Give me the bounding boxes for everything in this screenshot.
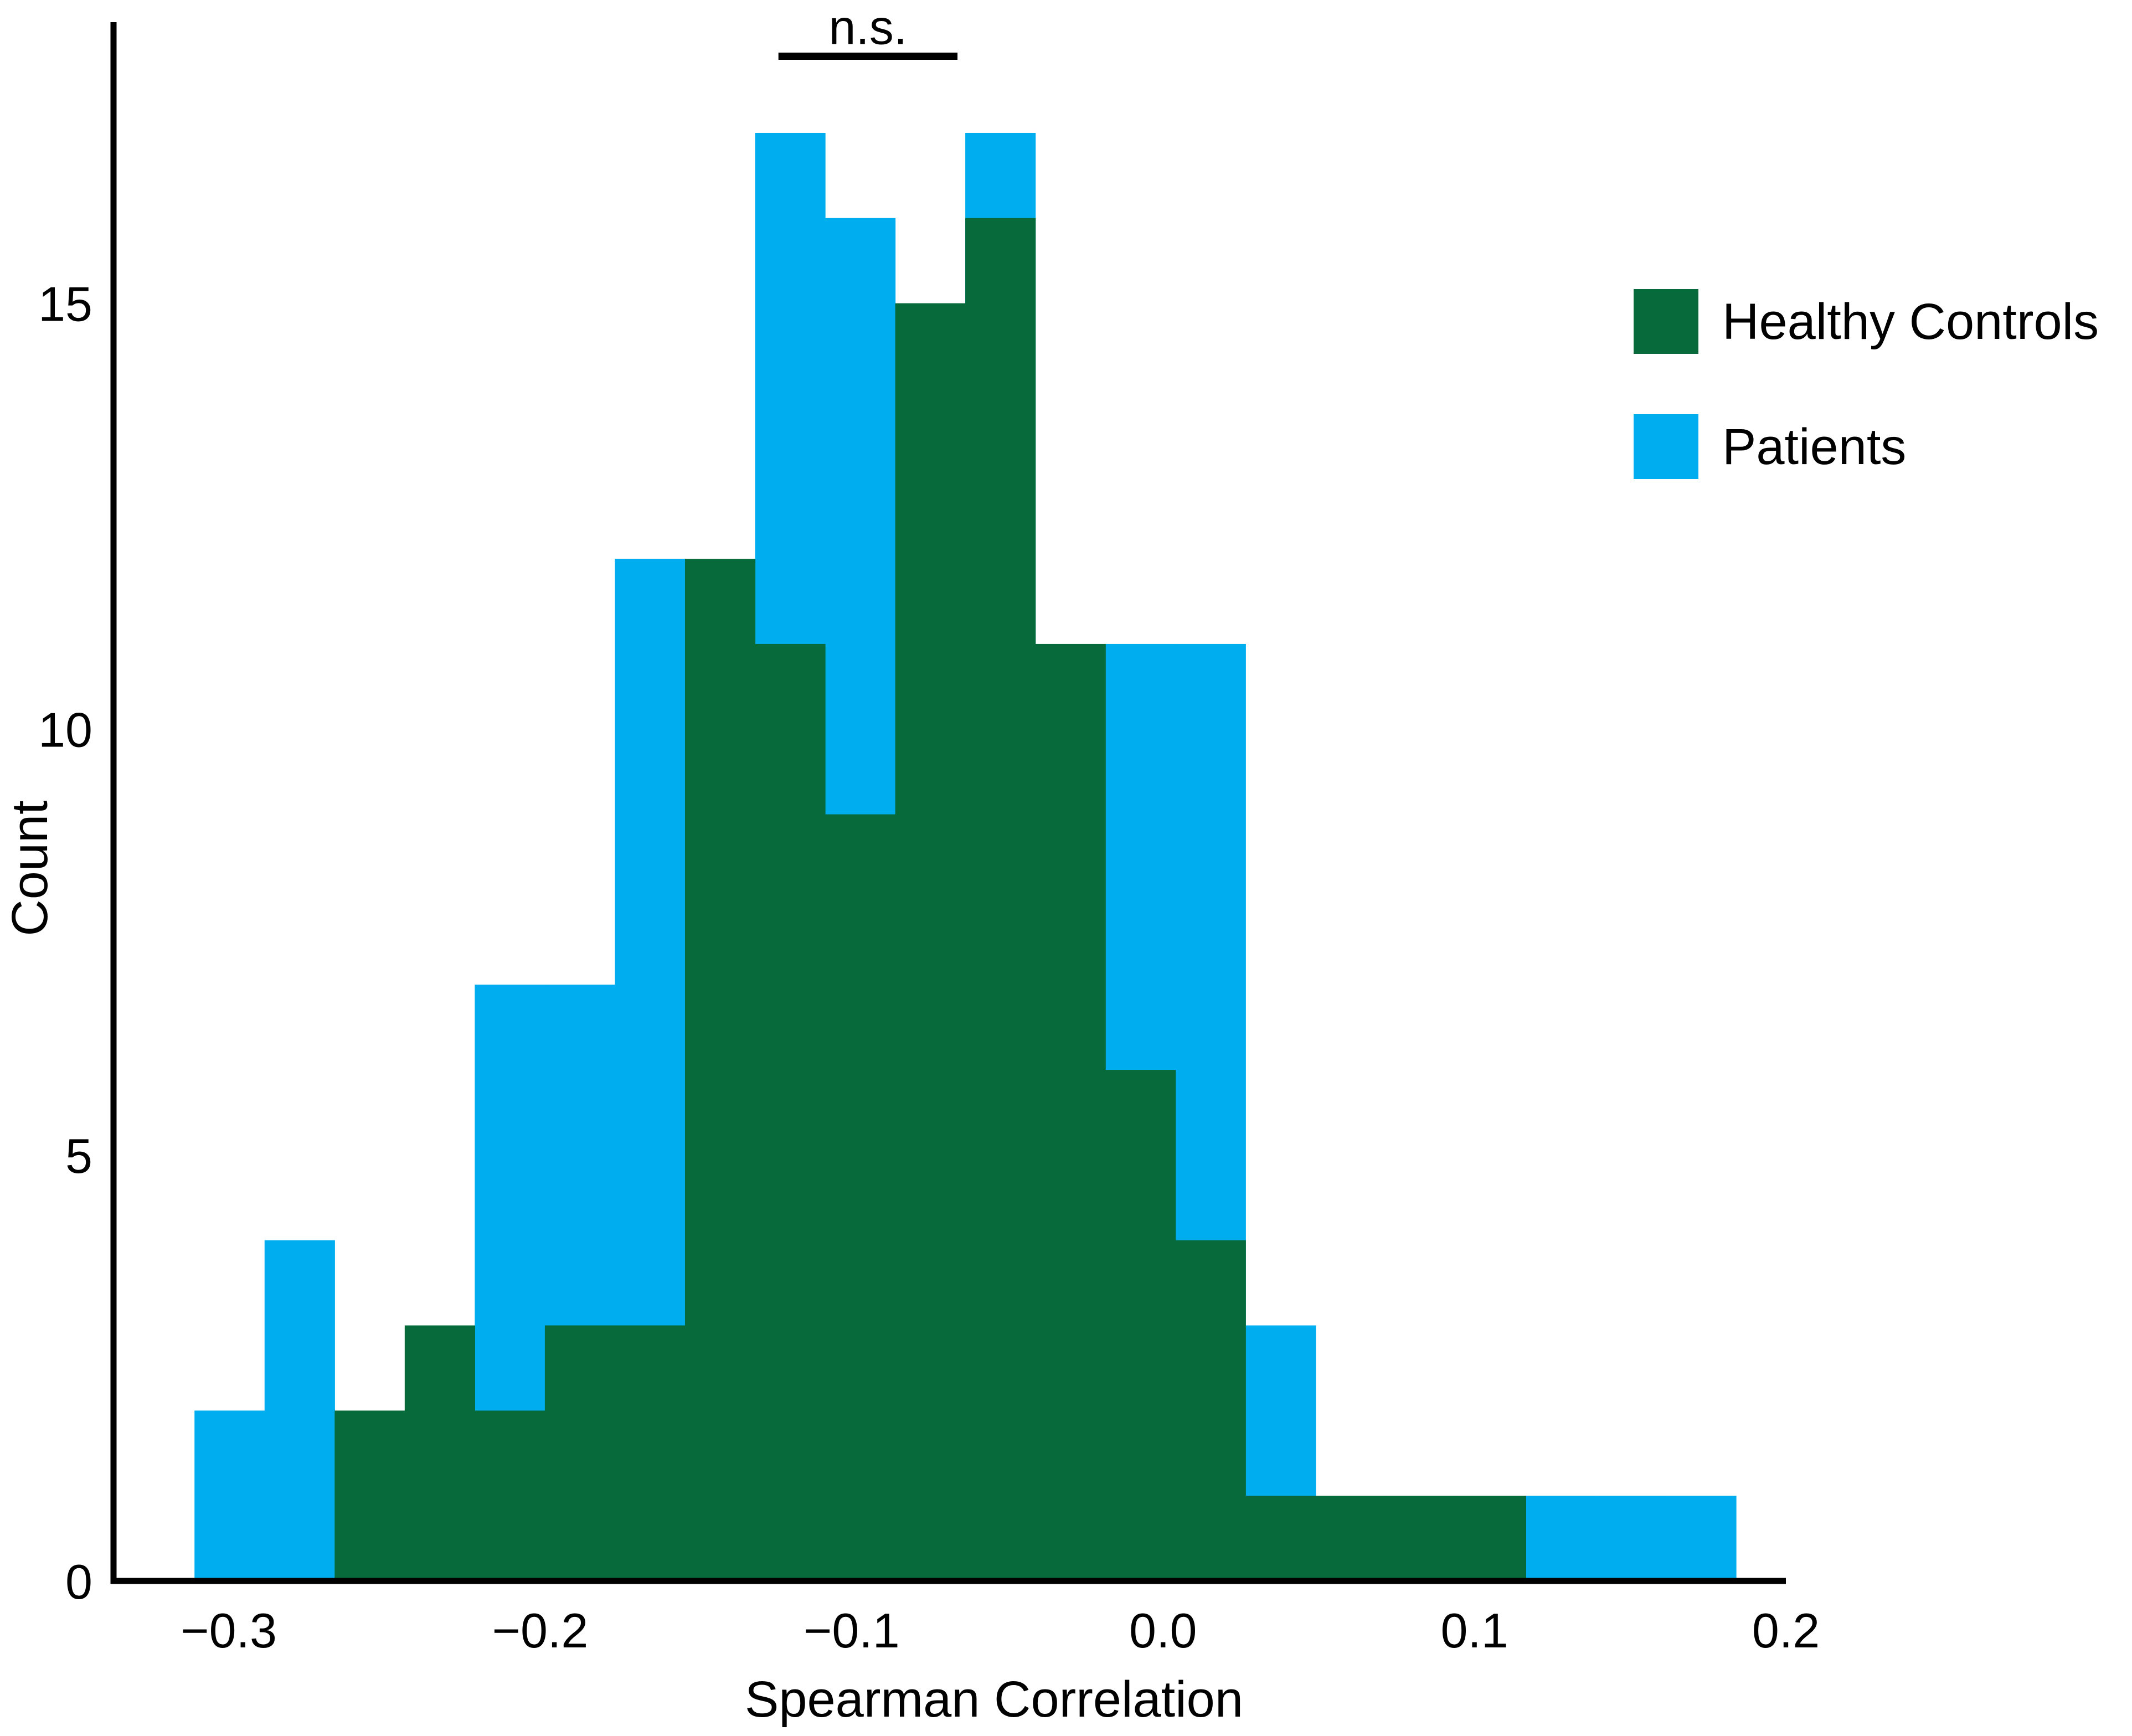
legend-swatch-healthy-controls (1634, 289, 1698, 354)
y-tick-label: 5 (65, 1129, 92, 1183)
x-tick-label: −0.1 (804, 1603, 900, 1658)
patients-bar-1 (264, 1240, 335, 1581)
y-tick-label: 0 (65, 1554, 92, 1609)
healthy-controls-bar-16 (1315, 1496, 1386, 1581)
healthy-controls-bar-6 (615, 1325, 686, 1581)
healthy-controls-bar-12 (1035, 643, 1106, 1581)
healthy-controls-series (334, 218, 1527, 1581)
x-tick-label: 0.2 (1752, 1603, 1820, 1658)
healthy-controls-bar-11 (965, 218, 1036, 1581)
healthy-controls-bar-3 (404, 1325, 475, 1581)
healthy-controls-bar-10 (895, 303, 966, 1581)
x-tick-labels: −0.3 −0.2 −0.1 0.0 0.1 0.2 (181, 1603, 1820, 1658)
y-tick-label: 10 (38, 703, 92, 758)
y-tick-labels: 0 5 10 15 (38, 277, 92, 1609)
healthy-controls-bar-18 (1455, 1496, 1527, 1581)
patients-bar-21 (1666, 1496, 1737, 1581)
x-tick-label: 0.1 (1440, 1603, 1508, 1658)
axes (110, 22, 1786, 1584)
healthy-controls-bar-2 (334, 1410, 405, 1581)
y-axis-title: Count (2, 800, 58, 936)
healthy-controls-bar-8 (755, 643, 826, 1581)
significance-label: n.s. (828, 0, 907, 55)
healthy-controls-bar-9 (825, 814, 896, 1581)
healthy-controls-bar-4 (475, 1410, 545, 1581)
healthy-controls-bar-14 (1175, 1240, 1246, 1581)
significance-annotation: n.s. (778, 0, 958, 60)
patients-bar-0 (194, 1410, 265, 1581)
legend-swatch-patients (1634, 414, 1698, 479)
legend: Healthy Controls Patients (1634, 289, 2099, 479)
healthy-controls-bar-13 (1105, 1070, 1176, 1581)
x-axis-title: Spearman Correlation (745, 1671, 1243, 1728)
x-tick-label: 0.0 (1129, 1603, 1197, 1658)
healthy-controls-bar-5 (544, 1325, 616, 1581)
healthy-controls-bar-15 (1245, 1496, 1316, 1581)
legend-label-patients: Patients (1722, 419, 1906, 475)
patients-bar-19 (1526, 1496, 1597, 1581)
legend-label-healthy-controls: Healthy Controls (1722, 293, 2099, 350)
healthy-controls-bar-17 (1386, 1496, 1456, 1581)
x-tick-label: −0.3 (181, 1603, 277, 1658)
healthy-controls-bar-7 (684, 559, 756, 1581)
y-tick-label: 15 (38, 277, 92, 332)
patients-bar-20 (1595, 1496, 1667, 1581)
x-tick-label: −0.2 (492, 1603, 589, 1658)
